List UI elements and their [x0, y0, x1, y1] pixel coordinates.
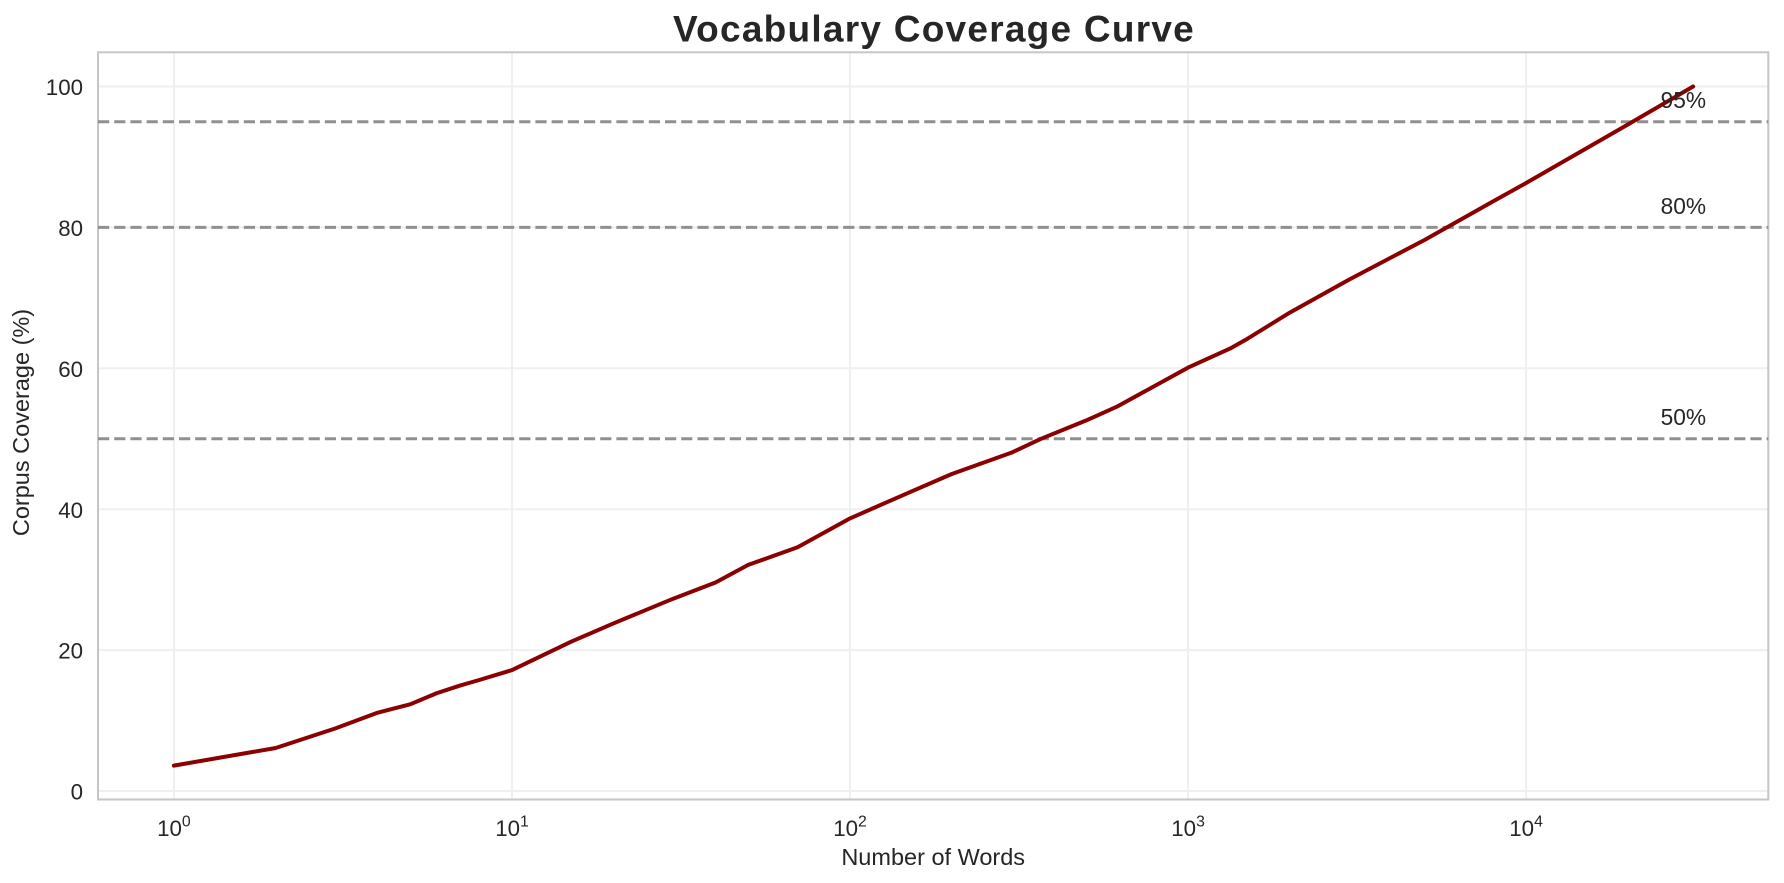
svg-text:60: 60: [58, 357, 83, 382]
svg-text:Number of Words: Number of Words: [841, 844, 1025, 870]
svg-text:50%: 50%: [1661, 404, 1706, 430]
svg-text:0: 0: [71, 780, 83, 805]
svg-text:100: 100: [46, 75, 83, 100]
svg-text:80%: 80%: [1661, 193, 1706, 219]
svg-text:95%: 95%: [1661, 87, 1706, 113]
svg-text:20: 20: [58, 639, 83, 664]
svg-text:80: 80: [58, 216, 83, 241]
svg-text:40: 40: [58, 498, 83, 523]
svg-text:Vocabulary Coverage Curve: Vocabulary Coverage Curve: [673, 9, 1195, 50]
svg-text:Corpus Coverage (%): Corpus Coverage (%): [8, 309, 34, 536]
